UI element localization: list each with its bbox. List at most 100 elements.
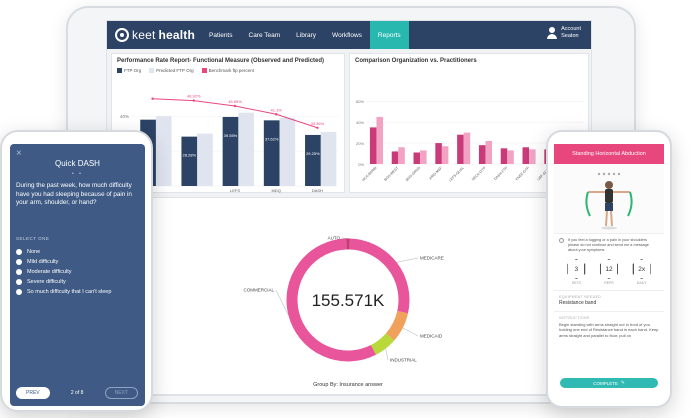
- x-tick-label: BOS-WEST: [383, 165, 400, 182]
- benchmark-data-label: 41.1%: [271, 107, 283, 112]
- instructions-section: INSTRUCTIONS Begin standing with arms st…: [554, 311, 664, 338]
- bar-organization: [435, 143, 442, 164]
- y-tick-label: 60%: [356, 99, 364, 104]
- bar-ftp-org: [222, 116, 239, 186]
- logo[interactable]: keet health: [115, 28, 201, 42]
- exercise-figure-icon: [585, 172, 633, 230]
- bar-data-label: 39.55%: [224, 133, 238, 138]
- bar-practitioners: [420, 150, 427, 164]
- x-tick-label: ARIS-MSF: [428, 166, 443, 181]
- exercise-screen: Standing Horizontal Abduction If you fee…: [554, 144, 664, 400]
- option-moderate[interactable]: Moderate difficulty: [16, 267, 141, 277]
- bar-practitioners: [441, 146, 449, 164]
- option-none[interactable]: None: [16, 247, 141, 257]
- close-icon[interactable]: ×: [16, 148, 22, 159]
- logo-icon: [115, 28, 129, 42]
- nav-patients[interactable]: Patients: [209, 31, 233, 39]
- y-tick-label: 40%: [120, 114, 129, 119]
- legend-predicted: Predicted FTP Org: [149, 68, 194, 74]
- performance-chart-title: Performance Rate Report- Functional Meas…: [117, 58, 325, 64]
- slice-label: COMMERCIAL: [243, 288, 274, 293]
- donut-slice: [370, 333, 395, 355]
- y-tick-label: 0%: [358, 162, 364, 167]
- benchmark-data-label: 48.92%: [187, 94, 201, 99]
- x-tick-label: DASH: [312, 188, 323, 193]
- bar-organization: [391, 151, 399, 164]
- x-tick-label: LEFS: [230, 188, 240, 193]
- x-tick-label: LEFS-QUAL: [448, 166, 465, 183]
- equipment-section: EQUIPMENT NEEDED Resistance band: [554, 290, 664, 306]
- phone-right: Standing Horizontal Abduction If you fee…: [546, 130, 672, 408]
- donut-slice: [385, 310, 409, 341]
- nav-links: Patients Care Team Library Workflows Rep…: [201, 21, 409, 49]
- complete-button[interactable]: COMPLETE ✎: [560, 378, 658, 388]
- benchmark-data-label: 45.85%: [228, 99, 242, 104]
- y-tick-label: 40%: [356, 120, 364, 125]
- bar-practitioners: [398, 147, 405, 164]
- prev-button[interactable]: PREV: [16, 387, 50, 399]
- x-tick-label: DASH-FTP: [493, 165, 509, 181]
- top-nav: keet health Patients Care Team Library Wo…: [107, 21, 591, 49]
- benchmark-data-label: 33.36%: [311, 121, 325, 126]
- select-label: SELECT ONE: [16, 236, 50, 241]
- bar-data-label: 29.25%: [306, 151, 320, 156]
- bar-practitioners: [485, 140, 493, 164]
- bar-predicted: [197, 133, 213, 186]
- dashboard-screen: keet health Patients Care Team Library Wo…: [106, 20, 592, 396]
- bar-ftp-org: [263, 120, 280, 186]
- slice-leader-line: [385, 348, 389, 361]
- bar-organization: [478, 145, 486, 164]
- bar-organization: [522, 147, 530, 164]
- option-mild[interactable]: Mild difficulty: [16, 257, 141, 267]
- bar-practitioners: [463, 132, 471, 164]
- radio-icon: [16, 269, 22, 275]
- slice-label: AUTO: [328, 236, 341, 241]
- user-icon: [547, 27, 558, 39]
- x-tick-label: NECK-GTP: [471, 165, 487, 181]
- bar-predicted: [279, 117, 296, 186]
- page-indicator: 2 of 8: [70, 390, 84, 396]
- radio-icon: [16, 249, 22, 255]
- nav-care-team[interactable]: Care Team: [248, 31, 281, 39]
- bar-organization: [413, 152, 421, 164]
- bar-predicted: [155, 116, 172, 186]
- legend-benchmark: Benchmark ftp percent: [201, 68, 254, 74]
- slice-label: MEDICARE: [420, 256, 444, 261]
- slice-leader-line: [341, 237, 349, 239]
- instructions-text: Begin standing with arms straight out in…: [559, 322, 659, 338]
- account-label: Account: [561, 26, 581, 32]
- x-tick-label: KNEE-GTP: [515, 165, 531, 181]
- option-severe[interactable]: Severe difficulty: [16, 277, 141, 287]
- exercise-title: Standing Horizontal Abduction: [554, 144, 664, 164]
- bar-data-label: 37.62%: [265, 136, 279, 141]
- nav-reports[interactable]: Reports: [369, 21, 409, 49]
- exercise-image: [554, 164, 664, 234]
- bar-practitioners: [507, 150, 514, 164]
- legend-ftp-org: FTP Org: [117, 68, 141, 74]
- logo-text: keet: [132, 28, 156, 42]
- question-text: During the past week, how much difficult…: [16, 182, 132, 206]
- stat-daily: 2x DAILY: [632, 259, 651, 285]
- next-button[interactable]: NEXT: [104, 387, 138, 399]
- account-menu[interactable]: Account Seaton: [547, 26, 581, 40]
- bar-practitioners: [376, 116, 384, 164]
- bar-organization: [500, 148, 508, 164]
- quick-dash-screen: × Quick DASH • • During the past week, h…: [10, 144, 145, 406]
- account-name: Seaton: [561, 33, 579, 39]
- pencil-icon: ✎: [620, 380, 625, 385]
- radio-icon: [16, 279, 22, 285]
- x-tick-label: BOS-GRND: [405, 166, 421, 182]
- insurance-donut-panel: AUTO MEDICARE MEDICAID INDUSTRIAL COMMERCIAL…: [111, 197, 589, 395]
- nav-library[interactable]: Library: [296, 31, 317, 39]
- nav-workflows[interactable]: Workflows: [332, 31, 362, 39]
- group-by-label: Group By: Insurance answer: [313, 382, 383, 388]
- x-tick-label: MDQ: [272, 188, 281, 193]
- donut-slice: [286, 238, 376, 362]
- logo-text-bold: health: [158, 28, 196, 42]
- slice-label: MEDICAID: [420, 334, 443, 339]
- bar-predicted: [320, 131, 337, 186]
- option-cant-sleep[interactable]: So much difficulty that I can't sleep: [16, 287, 141, 297]
- insurance-donut-chart: AUTO MEDICARE MEDICAID INDUSTRIAL COMMERCIAL…: [243, 236, 444, 389]
- radio-icon: [16, 289, 22, 295]
- equipment-value: Resistance band: [559, 300, 597, 306]
